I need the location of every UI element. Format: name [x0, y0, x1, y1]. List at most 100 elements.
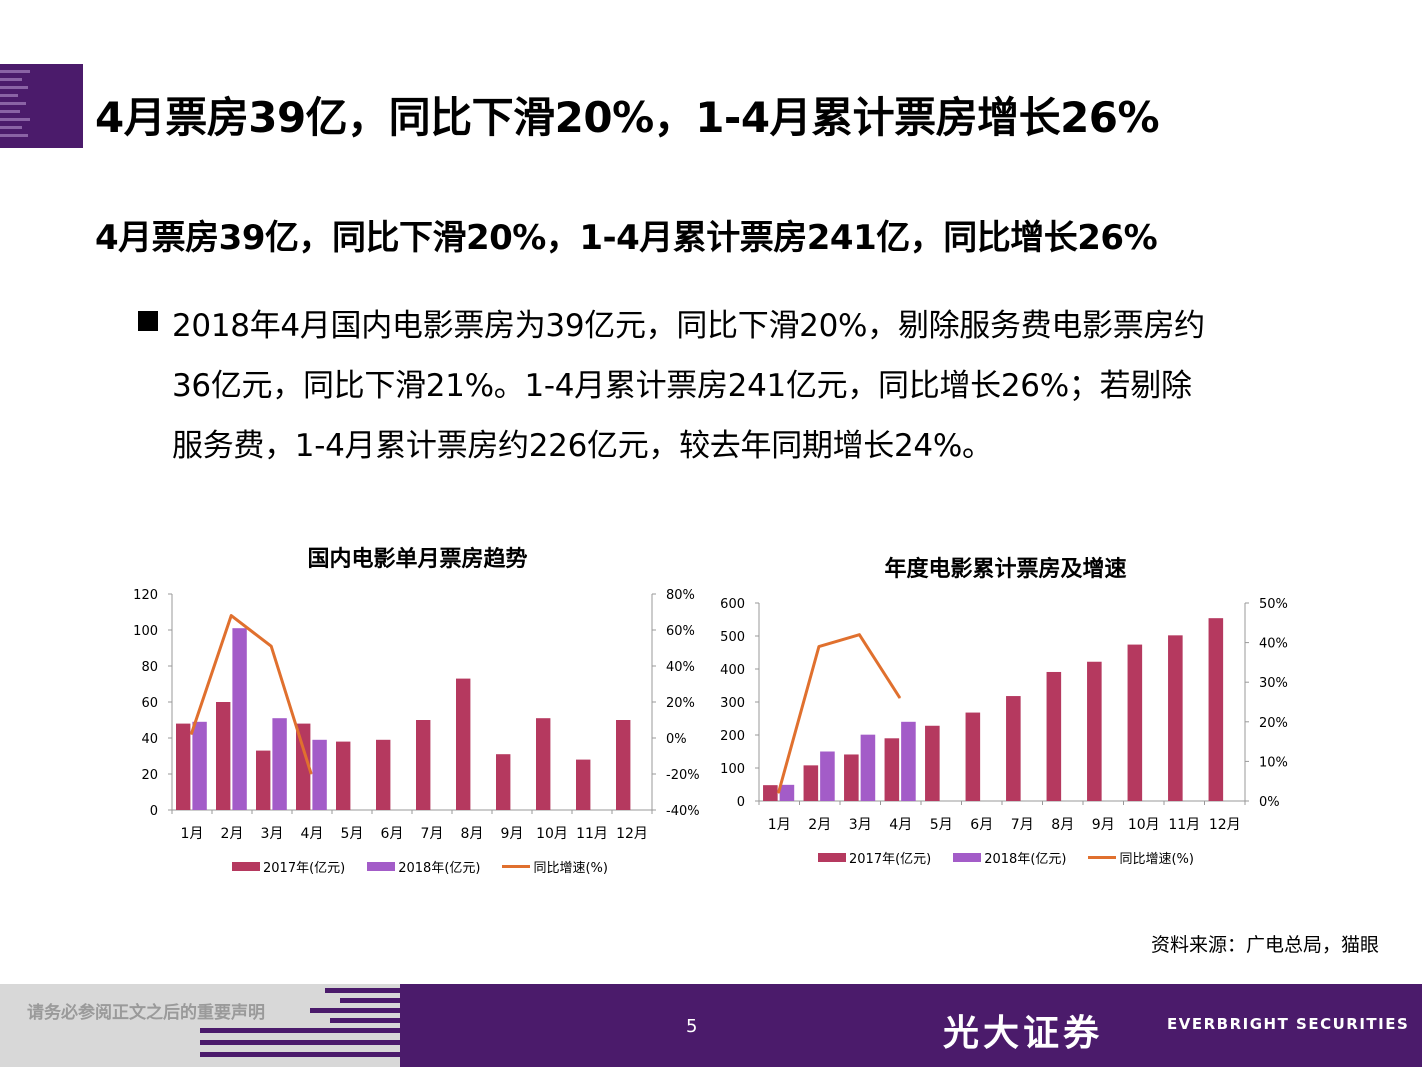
bar-2018 [272, 718, 287, 810]
y-left-tick-label: 60 [141, 696, 158, 711]
footer-stripe [200, 1040, 400, 1045]
legend-item-2018: 2018年(亿元) [953, 848, 1066, 867]
bar-2017 [576, 759, 591, 810]
bullet-marker [138, 311, 158, 331]
y-right-tick-label: 60% [666, 624, 695, 639]
logo-stripe [0, 134, 28, 137]
bar-2018 [232, 628, 247, 810]
x-tick-label: 4月 [889, 817, 912, 833]
bar-2017 [376, 739, 391, 810]
growth-point [858, 634, 860, 636]
x-tick-label: 5月 [930, 817, 953, 833]
y-left-tick-label: 100 [720, 762, 745, 777]
page-number: 5 [686, 1016, 698, 1037]
growth-point [818, 646, 820, 648]
bar-2018 [860, 734, 876, 801]
y-right-tick-label: 40% [666, 660, 695, 675]
y-left-tick-label: 500 [720, 630, 745, 645]
legend-swatch-growth [1088, 856, 1117, 859]
bar-2018 [192, 721, 207, 810]
y-right-tick-label: -40% [666, 804, 700, 819]
y-left-tick-label: 400 [720, 663, 745, 678]
footer-stripe [200, 1028, 400, 1033]
footer-stripe [310, 1008, 400, 1013]
legend-swatch-2018 [367, 862, 396, 871]
legend-swatch-2018 [953, 853, 982, 862]
bar-2017 [925, 725, 940, 801]
y-right-tick-label: 30% [1259, 676, 1288, 691]
bar-2017 [336, 741, 351, 810]
footer-disclaimer: 请务必参阅正文之后的重要声明 [27, 1003, 265, 1023]
x-tick-label: 3月 [849, 817, 872, 833]
logo-stripe [0, 102, 26, 105]
y-left-tick-label: 20 [141, 768, 158, 783]
x-tick-label: 4月 [301, 826, 324, 842]
y-right-tick-label: 20% [666, 696, 695, 711]
legend-item-2017: 2017年(亿元) [818, 848, 931, 867]
bar-2017 [965, 712, 981, 801]
slide-subtitle: 4月票房39亿，同比下滑20%，1-4月累计票房241亿，同比增长26% [95, 218, 1158, 258]
x-tick-label: 12月 [616, 826, 648, 842]
bar-2017 [844, 754, 859, 801]
x-tick-label: 11月 [576, 826, 608, 842]
y-right-tick-label: 10% [1259, 755, 1288, 770]
y-left-tick-label: 600 [720, 597, 745, 612]
legend-item-growth: 同比增速(%) [502, 857, 608, 876]
growth-point [270, 645, 272, 647]
legend-swatch-2017 [232, 862, 260, 871]
legend-swatch-growth [502, 865, 531, 868]
growth-point [777, 792, 779, 794]
chart-1-legend: 2017年(亿元) 2018年(亿元) 同比增速(%) [232, 857, 608, 876]
legend-label-2018: 2018年(亿元) [984, 852, 1067, 867]
y-left-tick-label: 100 [133, 624, 158, 639]
bullet-text-line-1: 2018年4月国内电影票房为39亿元，同比下滑20%，剔除服务费电影票房约 [172, 308, 1205, 344]
x-tick-label: 10月 [536, 826, 568, 842]
bar-2017 [176, 723, 191, 810]
logo-stripe [0, 78, 22, 81]
footer-stripe [330, 1018, 400, 1023]
y-left-tick-label: 0 [737, 795, 745, 810]
source-note: 资料来源：广电总局，猫眼 [1150, 934, 1379, 956]
legend-label-growth: 同比增速(%) [533, 861, 608, 876]
bar-2017 [1087, 661, 1102, 801]
growth-line [189, 614, 313, 775]
legend-swatch-2017 [818, 853, 846, 862]
brand-logo-en: EVERBRIGHT SECURITIES [1167, 1015, 1410, 1033]
bar-2017 [763, 785, 778, 801]
bar-2017 [296, 723, 311, 810]
bar-2017 [456, 678, 471, 810]
x-tick-label: 8月 [1051, 817, 1074, 833]
footer-stripe [200, 1052, 400, 1057]
y-left-tick-label: 200 [720, 729, 745, 744]
bar-2018 [779, 784, 795, 801]
bar-2017 [884, 738, 900, 801]
y-right-tick-label: 40% [1259, 637, 1288, 652]
legend-item-2018: 2018年(亿元) [367, 857, 480, 876]
x-tick-label: 10月 [1128, 817, 1160, 833]
logo-stripe [0, 110, 20, 113]
bar-2018 [312, 739, 327, 810]
x-tick-label: 6月 [381, 826, 404, 842]
logo-stripe [0, 94, 18, 97]
legend-label-2018: 2018年(亿元) [398, 861, 481, 876]
y-right-tick-label: 20% [1259, 716, 1288, 731]
slide-title: 4月票房39亿，同比下滑20%，1-4月累计票房增长26% [95, 93, 1160, 142]
legend-label-2017: 2017年(亿元) [849, 852, 932, 867]
logo-stripe [0, 86, 28, 89]
bar-2017 [616, 720, 631, 810]
x-tick-label: 2月 [221, 826, 244, 842]
growth-line [776, 633, 902, 794]
bar-2017 [1168, 635, 1183, 801]
brand-logo-cn: 光大证券 [943, 1012, 1104, 1054]
growth-point [899, 697, 901, 699]
x-tick-label: 1月 [768, 817, 791, 833]
x-tick-label: 12月 [1209, 817, 1241, 833]
x-tick-label: 3月 [261, 826, 284, 842]
bar-2018 [820, 751, 835, 801]
x-tick-label: 9月 [501, 826, 524, 842]
bar-2017 [1006, 696, 1021, 801]
bullet-text-line-2: 36亿元，同比下滑21%。1-4月累计票房241亿元，同比增长26%；若剔除 [172, 368, 1192, 404]
chart-2-title: 年度电影累计票房及增速 [884, 557, 1127, 582]
footer-stripe [340, 998, 400, 1003]
